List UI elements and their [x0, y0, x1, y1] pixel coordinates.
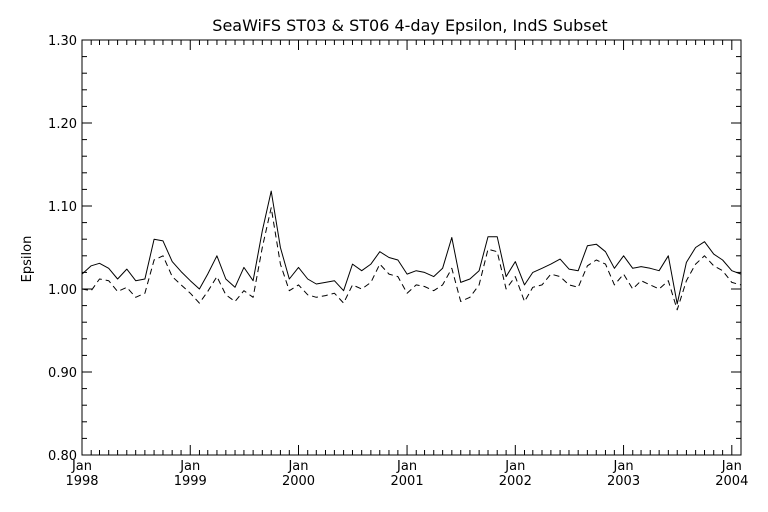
- x-tick-month-label: Jan: [396, 459, 417, 474]
- x-tick-year-label: 2001: [391, 474, 424, 489]
- y-tick-label: 1.00: [48, 283, 77, 298]
- x-tick-year-label: 2000: [282, 474, 315, 489]
- y-tick-label: 0.80: [48, 449, 77, 464]
- y-tick-label: 0.90: [48, 366, 77, 381]
- y-axis-label: Epsilon: [20, 236, 35, 283]
- x-tick-year-label: 2002: [499, 474, 532, 489]
- x-tick-year-label: 2004: [715, 474, 748, 489]
- x-tick-month-label: Jan: [287, 459, 308, 474]
- y-tick-label: 1.10: [48, 200, 77, 215]
- dashed-series-line: [81, 207, 742, 311]
- solid-series-line: [81, 190, 742, 305]
- x-tick-year-label: 2003: [607, 474, 640, 489]
- x-tick-year-label: 1998: [65, 474, 98, 489]
- x-tick-year-label: 1999: [174, 474, 207, 489]
- x-tick-month-label: Jan: [71, 459, 92, 474]
- x-tick-month-label: Jan: [613, 459, 634, 474]
- x-tick-month-label: Jan: [721, 459, 742, 474]
- x-tick-month-label: Jan: [504, 459, 525, 474]
- axes: 0.800.901.001.101.201.30Jan1998Jan1999Ja…: [48, 34, 748, 489]
- x-tick-month-label: Jan: [179, 459, 200, 474]
- plot-frame: [81, 39, 742, 456]
- series-layer: [81, 190, 742, 311]
- y-tick-label: 1.20: [48, 117, 77, 132]
- chart-title: SeaWiFS ST03 & ST06 4-day Epsilon, IndS …: [212, 16, 607, 35]
- y-tick-label: 1.30: [48, 34, 77, 49]
